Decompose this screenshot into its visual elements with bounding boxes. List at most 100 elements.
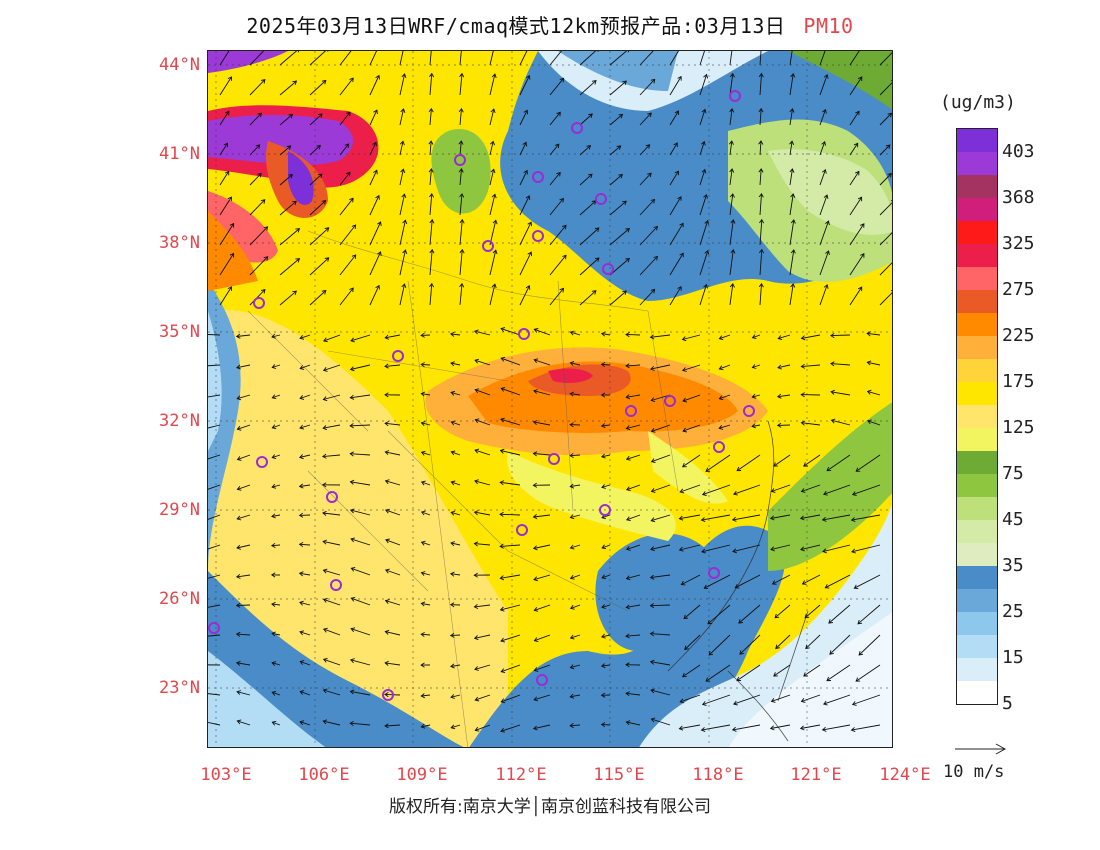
wind-vector-head (759, 248, 765, 254)
wind-vector (533, 453, 551, 456)
wind-vector-head (384, 599, 390, 604)
wind-vector-head (236, 515, 242, 521)
wind-vector (299, 484, 311, 487)
wind-vector (625, 634, 641, 637)
wind-vector (533, 544, 551, 549)
wind-vector-head (866, 419, 872, 425)
wind-vector (625, 334, 641, 336)
wind-vector (626, 484, 641, 491)
wind-vector-head (384, 629, 390, 635)
wind-vector (549, 288, 564, 306)
wind-vector-head (857, 286, 863, 292)
wind-vector-head (351, 254, 357, 259)
city-marker (253, 297, 265, 309)
wind-vector (309, 80, 327, 96)
wind-vector (789, 51, 793, 66)
wind-vector (669, 51, 680, 66)
wind-vector (601, 363, 611, 366)
wind-vector-head (701, 108, 707, 114)
wind-vector (729, 249, 734, 276)
pm10-map (207, 50, 893, 748)
wind-vector (385, 569, 401, 576)
wind-vector-head (866, 360, 872, 366)
wind-vector-head (473, 603, 479, 610)
wind-vector-head (384, 508, 390, 514)
wind-vector-head (474, 418, 480, 424)
wind-vector (299, 543, 311, 546)
wind-vector-head (271, 483, 277, 489)
wind-vector (651, 514, 671, 522)
wind-vector (819, 109, 826, 126)
wind-vector (208, 544, 221, 550)
wind-vector (399, 73, 406, 96)
wind-vector-head (681, 672, 687, 678)
wind-vector-head (622, 80, 627, 86)
wind-vector (309, 227, 330, 246)
wind-vector (823, 694, 851, 705)
wind-vector-head (474, 696, 480, 702)
wind-vector (639, 78, 656, 96)
wind-vector-head (751, 393, 757, 399)
color-scale-cell (957, 405, 997, 428)
wind-vector-head (321, 79, 327, 85)
color-scale-cell (957, 428, 997, 451)
wind-vector (601, 484, 611, 488)
wind-vector (609, 51, 628, 66)
wind-vector (451, 511, 461, 516)
wind-vector (701, 514, 731, 521)
wind-vector-head (758, 140, 764, 145)
wind-vector (601, 424, 611, 427)
wind-vector-head (700, 517, 706, 523)
wind-vector-head (322, 396, 328, 402)
wind-vector (771, 484, 791, 492)
wind-vector-head (853, 584, 859, 590)
wind-vector (369, 285, 380, 306)
wind-vector-head (271, 424, 277, 430)
color-scale-cell (957, 313, 997, 336)
wind-vector-head (223, 142, 228, 148)
color-scale-cell (957, 129, 997, 152)
wind-vector (699, 169, 706, 186)
wind-vector-head (729, 193, 735, 198)
wind-vector (299, 572, 311, 576)
wind-vector (570, 514, 581, 518)
wind-vector-head (257, 112, 262, 118)
wind-vector (770, 514, 791, 519)
wind-vector (249, 173, 262, 186)
wind-vector-head (527, 221, 533, 227)
wind-vector (429, 219, 433, 246)
wind-vector-head (789, 140, 795, 145)
wind-vector (500, 450, 521, 456)
wind-vector-head (458, 107, 464, 113)
wind-vector-head (429, 218, 435, 224)
wind-vector (219, 253, 234, 276)
wind-vector-head (298, 542, 304, 548)
wind-vector (421, 363, 431, 366)
wind-vector-head (459, 248, 465, 254)
wind-vector (339, 198, 354, 216)
wind-vector (570, 724, 581, 727)
wind-vector (236, 633, 251, 636)
wind-vector (399, 108, 404, 126)
wind-vector (350, 659, 371, 666)
wind-vector (533, 514, 551, 518)
wind-vector (774, 604, 791, 619)
wind-vector-head (322, 367, 328, 372)
wind-vector (219, 110, 230, 126)
wind-vector (399, 284, 405, 306)
wind-vector-head (857, 619, 863, 625)
wind-vector (474, 480, 491, 486)
wind-vector-head (298, 512, 304, 518)
wind-vector-head (569, 604, 575, 610)
wind-vector (474, 449, 491, 456)
wind-vector-head (800, 392, 805, 398)
wind-vector (369, 221, 382, 246)
wind-vector (650, 689, 671, 696)
city-marker (664, 395, 676, 407)
wind-vector (639, 112, 652, 126)
wind-vector (805, 634, 821, 649)
wind-vector-head (653, 225, 658, 231)
wind-vector-head (292, 80, 298, 86)
wind-vector-head (591, 80, 597, 85)
wind-vector (385, 334, 401, 339)
